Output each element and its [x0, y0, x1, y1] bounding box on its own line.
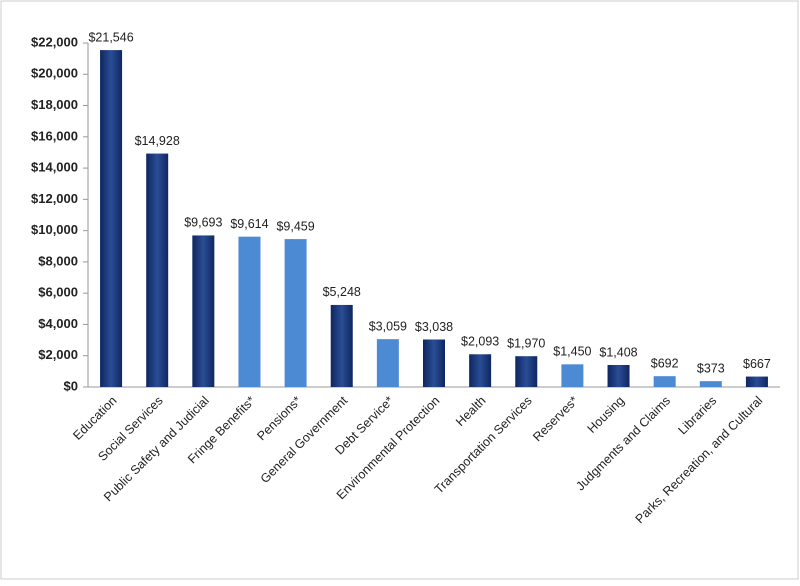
y-tick-label: $16,000: [31, 128, 78, 143]
x-tick-label: Reserves*: [530, 393, 581, 444]
y-tick-label: $8,000: [38, 253, 78, 268]
y-tick-label: $10,000: [31, 222, 78, 237]
x-tick-label: Housing: [585, 394, 627, 436]
value-label: $2,093: [461, 335, 499, 349]
value-label: $9,459: [276, 219, 314, 233]
value-label: $9,614: [230, 217, 268, 231]
value-label: $1,450: [553, 345, 591, 359]
bar: [423, 339, 445, 387]
bar: [146, 153, 169, 387]
y-tick-label: $0: [64, 378, 78, 393]
bar: [561, 364, 584, 387]
x-tick-label: Judgments and Claims: [573, 394, 673, 494]
x-tick-label: General Government: [258, 393, 351, 486]
value-label: $3,059: [369, 319, 407, 333]
bar: [607, 364, 630, 387]
y-tick-label: $12,000: [31, 191, 78, 206]
value-label: $21,546: [88, 30, 133, 44]
y-tick-label: $6,000: [38, 285, 78, 300]
x-tick-label: Health: [453, 394, 488, 429]
value-label: $5,248: [323, 285, 361, 299]
x-tick-label: Education: [70, 394, 119, 443]
value-label: $1,970: [507, 336, 545, 350]
y-tick-label: $18,000: [31, 97, 78, 112]
value-label: $373: [697, 361, 725, 375]
bar: [699, 381, 722, 387]
bar: [653, 376, 676, 387]
y-tick-label: $4,000: [38, 316, 78, 331]
bar: [284, 239, 307, 387]
value-label: $14,928: [135, 134, 180, 148]
bar: [469, 354, 492, 387]
value-label: $3,038: [415, 320, 453, 334]
x-tick-label: Libraries: [675, 394, 719, 438]
value-label: $667: [743, 357, 771, 371]
x-tick-label: Transportation Services: [432, 394, 535, 497]
y-tick-label: $2,000: [38, 347, 78, 362]
bar: [330, 304, 353, 387]
bar: [376, 339, 399, 387]
bar: [192, 235, 215, 387]
y-tick-label: $20,000: [31, 66, 78, 81]
bar: [100, 50, 123, 387]
y-tick-label: $14,000: [31, 160, 78, 175]
value-label: $692: [651, 356, 679, 370]
value-label: $9,693: [184, 216, 222, 230]
bar: [515, 356, 538, 387]
bar: [238, 236, 261, 387]
value-label: $1,408: [599, 345, 637, 359]
bar: [745, 376, 768, 387]
y-tick-label: $22,000: [31, 34, 78, 49]
